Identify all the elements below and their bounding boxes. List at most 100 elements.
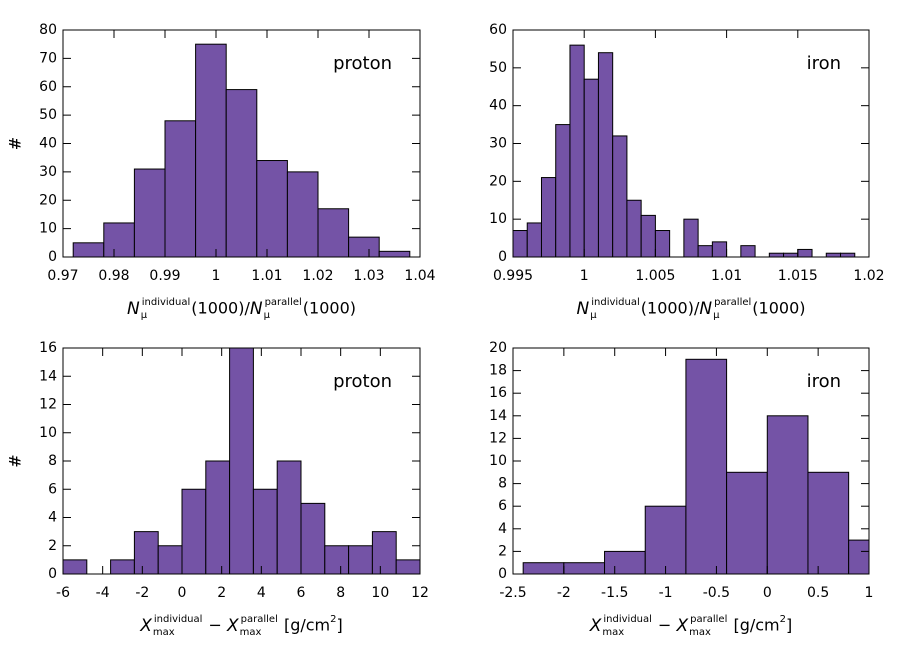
y-tick-label: 6 [498,498,507,514]
bar [626,199,642,257]
bar [654,230,671,257]
x-label-part: − [653,616,677,635]
x-tick-label: -1 [659,585,673,601]
bar [276,460,302,574]
y-axis-label: # [6,137,25,150]
y-tick-label: 60 [39,79,57,95]
x-label-part: 2 [330,614,336,625]
y-tick-label: 2 [48,538,57,554]
bar [317,208,350,257]
bar [783,252,799,257]
x-label-part: − [203,616,227,635]
x-label-part: X [589,616,602,636]
x-label-part: ] [786,616,792,635]
bar [378,250,411,257]
bars [513,44,856,257]
bar [103,222,135,257]
y-tick-label: 20 [489,340,507,356]
y-tick-label: 0 [48,566,57,582]
x-label-part: individual [591,297,640,308]
x-tick-label: 1.015 [778,268,818,284]
x-label-part: X [226,616,239,636]
x-tick-label: -6 [56,585,70,601]
y-tick-label: 40 [39,136,57,152]
x-label-part: parallel [241,614,278,625]
y-tick-label: 20 [39,192,57,208]
y-tick-label: 18 [489,363,507,379]
bar [72,242,105,257]
x-tick-label: -2.5 [499,585,526,601]
x-tick-label: -4 [96,585,110,601]
annotation: proton [333,371,392,392]
bar [697,245,713,257]
bar [110,559,135,574]
x-label-part: max [153,627,175,638]
x-label-part: [g/cm [279,616,330,635]
x-tick-label: 10 [371,585,389,601]
x-label-part: parallel [690,614,727,625]
x-tick-label: 12 [411,585,429,601]
bar [300,502,326,574]
x-label-part: ] [337,616,343,635]
x-label-part: max [689,627,711,638]
bar [286,171,319,257]
x-tick-label: 1 [212,268,221,284]
x-label-part: 2 [780,614,786,625]
x-tick-label: -1.5 [601,585,628,601]
bars [63,348,420,574]
x-tick-label: 1.03 [353,268,384,284]
x-label-part: μ [141,310,148,321]
bar [229,348,254,574]
x-tick-label: 6 [297,585,306,601]
x-label-part: N [127,299,140,319]
bar [685,358,728,574]
bar [195,43,227,257]
bar [569,44,585,257]
bar [395,559,420,574]
x-tick-label: 0 [763,585,772,601]
x-label-part: parallel [265,297,302,308]
x-tick-label: 1.02 [853,268,884,284]
bar [640,214,656,257]
y-tick-label: 4 [48,510,57,526]
x-tick-label: 2 [217,585,226,601]
bar [540,177,557,257]
x-label-part: (1000)/ [641,299,700,318]
bar [683,218,699,257]
bar [555,124,571,257]
x-tick-label: 0.98 [98,268,129,284]
bar [133,531,159,574]
x-label-part: μ [264,310,271,321]
y-tick-label: 16 [489,385,507,401]
x-label-part: parallel [714,297,751,308]
bars [72,43,411,257]
x-tick-label: 1.005 [635,268,675,284]
x-label-part: N [250,299,263,319]
x-tick-label: 1.01 [251,268,282,284]
y-tick-label: 50 [489,60,507,76]
panel: 0 2 4 6 8 10 12 14 16 -6 -4 -2 0 2 4 6 8 10 12 proton # X max i… [6,340,429,638]
bar [563,562,606,574]
annotation: iron [807,371,841,392]
y-tick-label: 70 [39,50,57,66]
x-label-part: N [577,299,590,319]
bar [252,488,278,574]
x-tick-label: -2 [557,585,571,601]
x-label-part: N [699,299,712,319]
bar [225,89,258,257]
x-label-part: individual [154,614,203,625]
bar [205,460,231,574]
bar [604,550,646,574]
x-label-part: max [602,627,624,638]
x-tick-label: 0.5 [807,585,829,601]
y-axis-label: # [6,454,25,467]
x-label-part: X [676,616,689,636]
y-tick-label: 30 [489,136,507,152]
